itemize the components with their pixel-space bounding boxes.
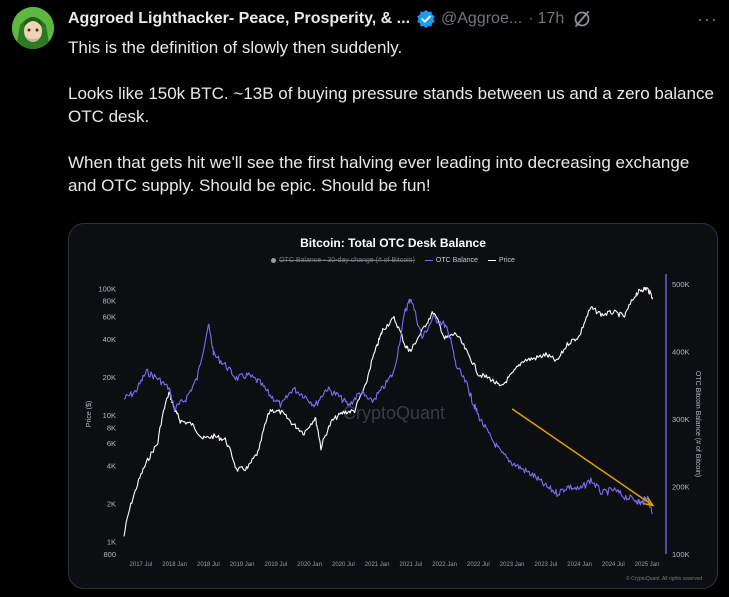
tweet-paragraph: This is the definition of slowly then su… — [68, 38, 403, 57]
tweet-header: Aggroed Lighthacker- Peace, Prosperity, … — [68, 7, 718, 31]
y-left-tick-label: 8K — [107, 423, 116, 432]
annotation-arrow-head — [643, 497, 655, 507]
x-tick-label: 2023 Jan — [500, 562, 525, 568]
separator-dot: · — [528, 10, 534, 27]
more-options-icon[interactable]: ··· — [697, 8, 718, 29]
x-tick-label: 2022 Jul — [467, 562, 490, 568]
handle[interactable]: @Aggroe... — [441, 10, 523, 27]
tweet-paragraph: Looks like 150k BTC. ~13B of buying pres… — [68, 84, 714, 126]
y-left-tick-label: 800 — [103, 550, 116, 559]
otc-balance-line — [123, 298, 653, 515]
y-left-tick-label: 80K — [103, 297, 116, 306]
legend-dot-icon — [271, 258, 277, 263]
avatar-image — [12, 7, 54, 49]
x-tick-label: 2021 Jan — [365, 562, 390, 568]
annotation-arrow-line — [511, 408, 654, 507]
x-tick-label: 2018 Jan — [162, 562, 187, 568]
chart-image-card[interactable]: CryptoQuant 100K 80K 60K 40K 20K 10K 8K 6K 4K 2K 1K… — [68, 223, 718, 589]
chart-plot: CryptoQuant 100K 80K 60K 40K 20K 10K 8K 6K 4K 2K 1K… — [86, 274, 702, 582]
y-right-tick-label: 300K — [672, 415, 690, 424]
legend-item-otc-change[interactable]: OTC Balance - 30-day change (# of Bitcoi… — [271, 257, 415, 264]
timestamp[interactable]: 17h — [537, 10, 565, 27]
legend-item-price[interactable]: Price — [487, 257, 515, 264]
y-left-tick-label: 2K — [107, 500, 116, 509]
tweet-text: This is the definition of slowly then su… — [68, 36, 718, 220]
price-line — [123, 286, 654, 537]
x-tick-label: 2022 Jan — [432, 562, 457, 568]
y-left-tick-label: 6K — [107, 439, 116, 448]
y-right-tick-label: 500K — [672, 280, 690, 289]
verified-badge-icon[interactable] — [416, 9, 436, 29]
y-left-tick-label: 1K — [107, 538, 116, 547]
x-tick-label: 2021 Jul — [400, 562, 423, 568]
chart-watermark: CryptoQuant — [343, 403, 445, 423]
x-tick-label: 2025 Jan — [635, 562, 660, 568]
y-left-axis-title: Price ($) — [86, 401, 93, 427]
chart-title: Bitcoin: Total OTC Desk Balance — [300, 236, 486, 250]
display-name[interactable]: Aggroed Lighthacker- Peace, Prosperity, … — [68, 10, 411, 27]
legend-label: OTC Balance — [435, 257, 478, 264]
legend-item-otc-balance[interactable]: OTC Balance — [424, 257, 478, 264]
chart-footer: © CryptoQuant. All rights reserved — [626, 575, 702, 582]
x-tick-label: 2017 Jul — [130, 562, 153, 568]
y-left-tick-label: 4K — [107, 461, 116, 470]
x-tick-label: 2019 Jan — [230, 562, 255, 568]
y-left-tick-label: 100K — [98, 284, 116, 293]
chart-legend: OTC Balance - 30-day change (# of Bitcoi… — [69, 257, 717, 264]
y-right-tick-label: 200K — [672, 483, 690, 492]
y-right-axis-title: OTC Bitcoin Balance (# of Bitcoin) — [694, 371, 701, 477]
y-left-tick-label: 40K — [103, 335, 116, 344]
x-tick-label: 2020 Jan — [297, 562, 322, 568]
legend-line-icon — [424, 259, 433, 262]
x-tick-label: 2020 Jul — [332, 562, 355, 568]
legend-label: Price — [498, 257, 515, 264]
y-left-tick-label: 20K — [103, 373, 116, 382]
grok-icon[interactable] — [572, 9, 592, 29]
x-tick-label: 2023 Jul — [535, 562, 558, 568]
y-right-tick-label: 100K — [672, 550, 690, 559]
x-tick-label: 2018 Jul — [197, 562, 220, 568]
legend-line-icon — [487, 259, 496, 262]
y-left-tick-label: 10K — [103, 411, 116, 420]
y-right-tick-label: 400K — [672, 348, 690, 357]
y-left-tick-label: 60K — [103, 313, 116, 322]
tweet-paragraph: When that gets hit we'll see the first h… — [68, 153, 690, 195]
x-tick-label: 2024 Jan — [567, 562, 592, 568]
avatar[interactable] — [12, 7, 54, 49]
x-tick-label: 2024 Jul — [602, 562, 625, 568]
legend-label: OTC Balance - 30-day change (# of Bitcoi… — [279, 257, 415, 264]
x-tick-label: 2019 Jul — [265, 562, 288, 568]
